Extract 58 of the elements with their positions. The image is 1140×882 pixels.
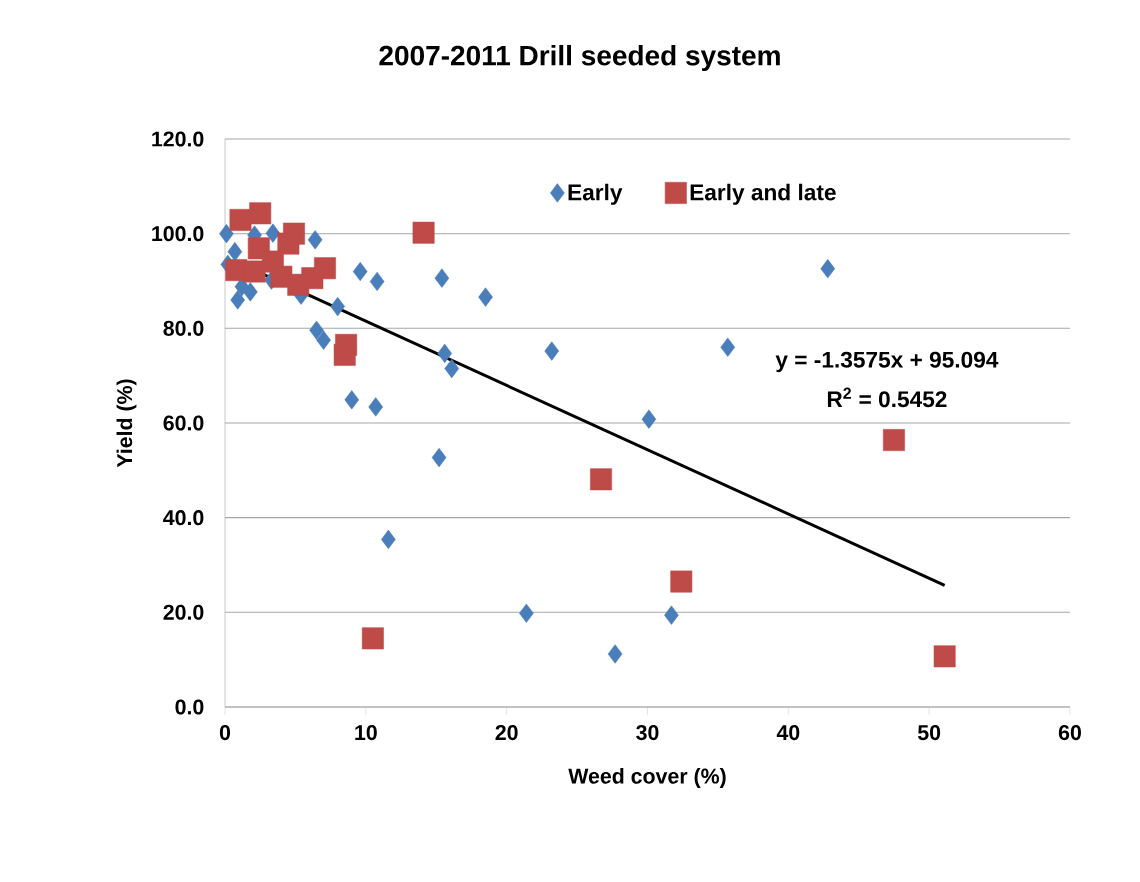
point (519, 603, 534, 623)
point (478, 287, 493, 307)
point (641, 409, 657, 429)
point (933, 645, 956, 668)
point (544, 341, 560, 361)
point (437, 343, 452, 364)
legend-label: Early (568, 183, 623, 205)
point (243, 260, 266, 283)
point (381, 529, 396, 550)
point (883, 429, 905, 451)
point (444, 358, 460, 379)
annotation: y = -1.3575x + 95.094 (775, 351, 999, 373)
x-axis-title: Weed cover (%) (568, 767, 726, 788)
x-tick-label: 40 (776, 725, 800, 741)
chart-title: 2007-2011 Drill seeded system (379, 44, 780, 72)
y-tick-label: 40.0 (163, 510, 204, 526)
point (219, 224, 234, 244)
y-tick-label: 0.0 (175, 699, 204, 715)
y-tick-label: 120.0 (152, 131, 204, 147)
point (670, 570, 693, 593)
point (333, 343, 356, 366)
point (277, 232, 300, 255)
point (590, 468, 612, 491)
point (344, 390, 360, 410)
point (229, 208, 252, 231)
point (361, 627, 384, 650)
legend-label: Early and late (690, 183, 836, 205)
point (330, 296, 345, 317)
point (265, 223, 281, 243)
x-tick-label: 0 (219, 725, 231, 741)
y-axis-title: Yield (%) (116, 379, 137, 468)
point (352, 261, 368, 282)
point (431, 447, 447, 468)
point (369, 271, 385, 292)
point (720, 337, 736, 357)
point (309, 320, 324, 340)
x-tick-label: 20 (495, 725, 518, 741)
point (249, 202, 272, 225)
y-tick-label: 20.0 (163, 604, 204, 620)
x-tick-label: 30 (636, 725, 659, 741)
y-tick-label: 100.0 (152, 226, 204, 242)
point (664, 605, 679, 625)
point (368, 397, 383, 417)
x-tick-label: 60 (1058, 725, 1081, 741)
point (227, 242, 243, 262)
annotation: R$^{2}$ = 0.5452 (827, 387, 947, 408)
x-tick-label: 10 (355, 725, 377, 741)
point (307, 230, 323, 250)
y-tick-label: 60.0 (163, 415, 204, 431)
point (820, 259, 836, 279)
point (434, 268, 450, 288)
point (316, 330, 331, 350)
x-tick-label: 50 (917, 725, 941, 741)
point (230, 290, 245, 310)
y-tick-label: 80.0 (163, 320, 204, 336)
point (314, 257, 336, 280)
point (607, 644, 623, 664)
point (412, 221, 435, 244)
